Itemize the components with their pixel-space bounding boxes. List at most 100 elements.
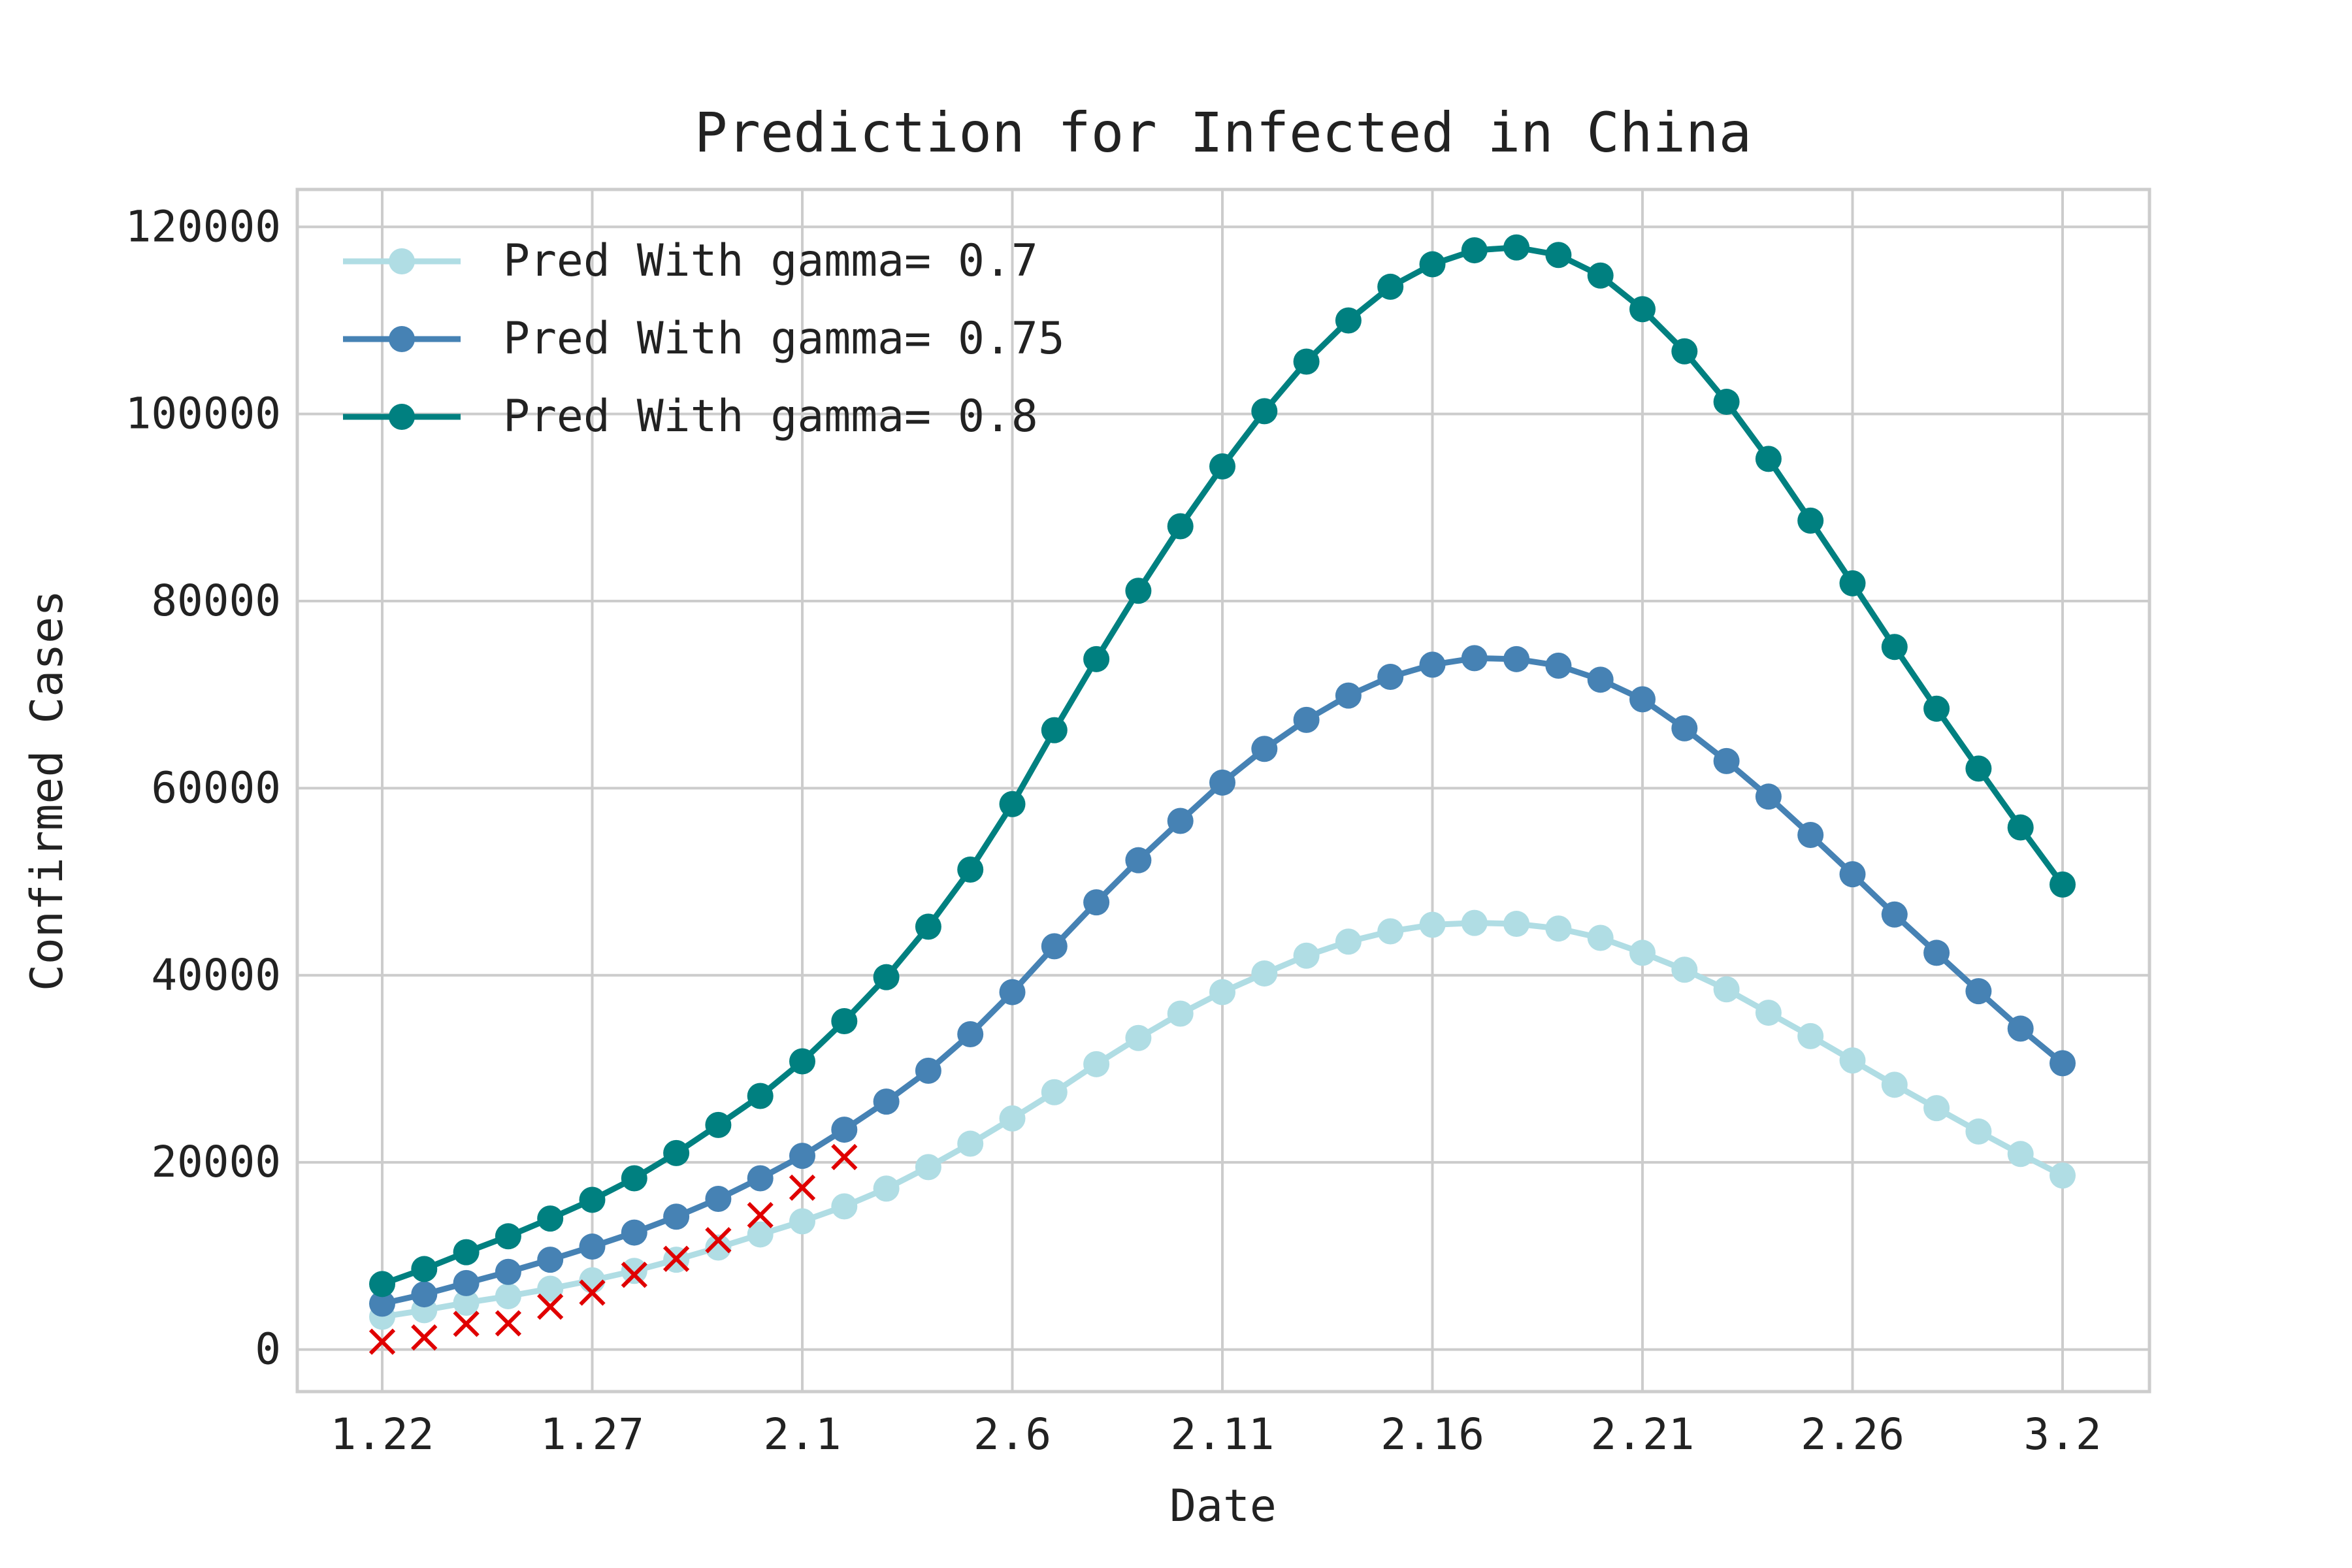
observed-point: [705, 1227, 732, 1254]
observed-point: [789, 1174, 816, 1201]
data-point: [1671, 715, 1698, 742]
data-point: [915, 1057, 941, 1084]
plot-frame: [295, 188, 2151, 1394]
data-point: [1545, 242, 1572, 269]
x-tick-label: 3.2: [2023, 1409, 2101, 1460]
data-point: [1797, 822, 1824, 849]
y-tick-label: 100000: [125, 389, 281, 439]
data-point: [999, 979, 1026, 1005]
observed-point: [662, 1245, 690, 1272]
legend-swatch-marker: [389, 404, 415, 430]
observed-point: [831, 1143, 858, 1171]
data-point: [1713, 976, 1740, 1003]
observed-point: [495, 1310, 522, 1337]
data-point: [915, 1154, 941, 1181]
x-tick-label: 2.16: [1380, 1409, 1484, 1460]
data-point: [453, 1289, 480, 1316]
data-point: [999, 1105, 1026, 1132]
data-point: [957, 1130, 984, 1157]
data-point: [1377, 664, 1404, 691]
observed-mark-stroke: [831, 1143, 858, 1171]
legend: Pred With gamma= 0.7 Pred With gamma= 0.7…: [343, 235, 1065, 442]
observed-point: [747, 1201, 774, 1229]
data-point: [1503, 911, 1530, 938]
y-axis-label: Confirmed Cases: [22, 590, 73, 991]
data-point: [579, 1267, 606, 1294]
data-point: [705, 1234, 732, 1261]
data-point: [1839, 570, 1866, 596]
data-point: [1923, 1095, 1950, 1122]
y-tick-label: 20000: [151, 1137, 281, 1187]
data-point: [831, 1193, 858, 1220]
data-point: [1881, 901, 1908, 928]
data-point: [1461, 645, 1488, 672]
data-point: [1797, 507, 1824, 534]
data-point: [411, 1281, 438, 1308]
legend-label: Pred With gamma= 0.7: [503, 235, 1038, 287]
data-point: [579, 1186, 606, 1213]
data-point: [2007, 814, 2034, 841]
data-point: [915, 913, 941, 940]
data-point: [1377, 918, 1404, 945]
y-tick-label: 40000: [151, 950, 281, 1000]
data-point: [1713, 389, 1740, 416]
data-point: [663, 1203, 690, 1230]
data-point: [1713, 747, 1740, 774]
data-point: [1461, 909, 1488, 936]
data-point: [1755, 446, 1782, 472]
observed-mark-stroke: [579, 1279, 606, 1306]
data-point: [831, 1117, 858, 1143]
y-tick-labels: 0 20000 40000 60000 80000 100000 120000: [125, 201, 281, 1374]
observed-mark-stroke: [747, 1201, 774, 1229]
data-point: [1503, 645, 1530, 672]
data-point: [873, 1175, 900, 1202]
data-point: [1041, 933, 1068, 960]
data-point: [1251, 960, 1278, 987]
data-point: [1293, 706, 1320, 733]
x-tick-label: 1.27: [540, 1409, 644, 1460]
x-tick-label: 2.26: [1801, 1409, 1904, 1460]
data-point: [1797, 1022, 1824, 1049]
data-point: [789, 1208, 815, 1235]
data-point: [579, 1233, 606, 1260]
observed-point: [621, 1262, 647, 1288]
data-point: [789, 1143, 815, 1169]
observed-point: [537, 1293, 564, 1320]
data-point: [1629, 939, 1656, 966]
legend-entry: Pred With gamma= 0.8: [343, 391, 1038, 442]
series-3: [369, 234, 2076, 1298]
data-point: [537, 1275, 564, 1302]
data-point: [705, 1111, 732, 1138]
data-point: [537, 1247, 564, 1273]
x-axis-label: Date: [1169, 1480, 1277, 1532]
data-point: [1839, 1047, 1866, 1074]
legend-swatch-marker: [389, 248, 415, 274]
data-point: [1461, 237, 1488, 264]
data-point: [2050, 871, 2076, 898]
data-point: [1335, 682, 1362, 709]
observed-point: [453, 1311, 480, 1337]
data-point: [957, 1021, 984, 1048]
data-point: [621, 1165, 647, 1192]
data-point: [1881, 634, 1908, 661]
observed-mark-stroke: [495, 1310, 522, 1337]
x-tick-label: 1.22: [331, 1409, 434, 1460]
data-point: [1419, 651, 1446, 678]
series-1: [369, 909, 2076, 1330]
legend-label: Pred With gamma= 0.8: [503, 391, 1038, 442]
data-point: [1671, 338, 1698, 365]
data-point: [747, 1221, 774, 1248]
data-point: [1167, 1000, 1194, 1027]
data-point: [1125, 578, 1152, 604]
observed-mark-stroke: [621, 1262, 647, 1288]
x-tick-label: 2.1: [763, 1409, 841, 1460]
data-point: [1965, 1118, 1992, 1145]
legend-entry: Pred With gamma= 0.7: [343, 235, 1038, 287]
data-point: [873, 1088, 900, 1115]
data-point: [1209, 769, 1235, 796]
data-point: [1167, 808, 1194, 834]
data-point: [1587, 666, 1614, 693]
data-point: [1419, 911, 1446, 938]
data-point: [1041, 1079, 1068, 1105]
series-2: [369, 645, 2076, 1317]
